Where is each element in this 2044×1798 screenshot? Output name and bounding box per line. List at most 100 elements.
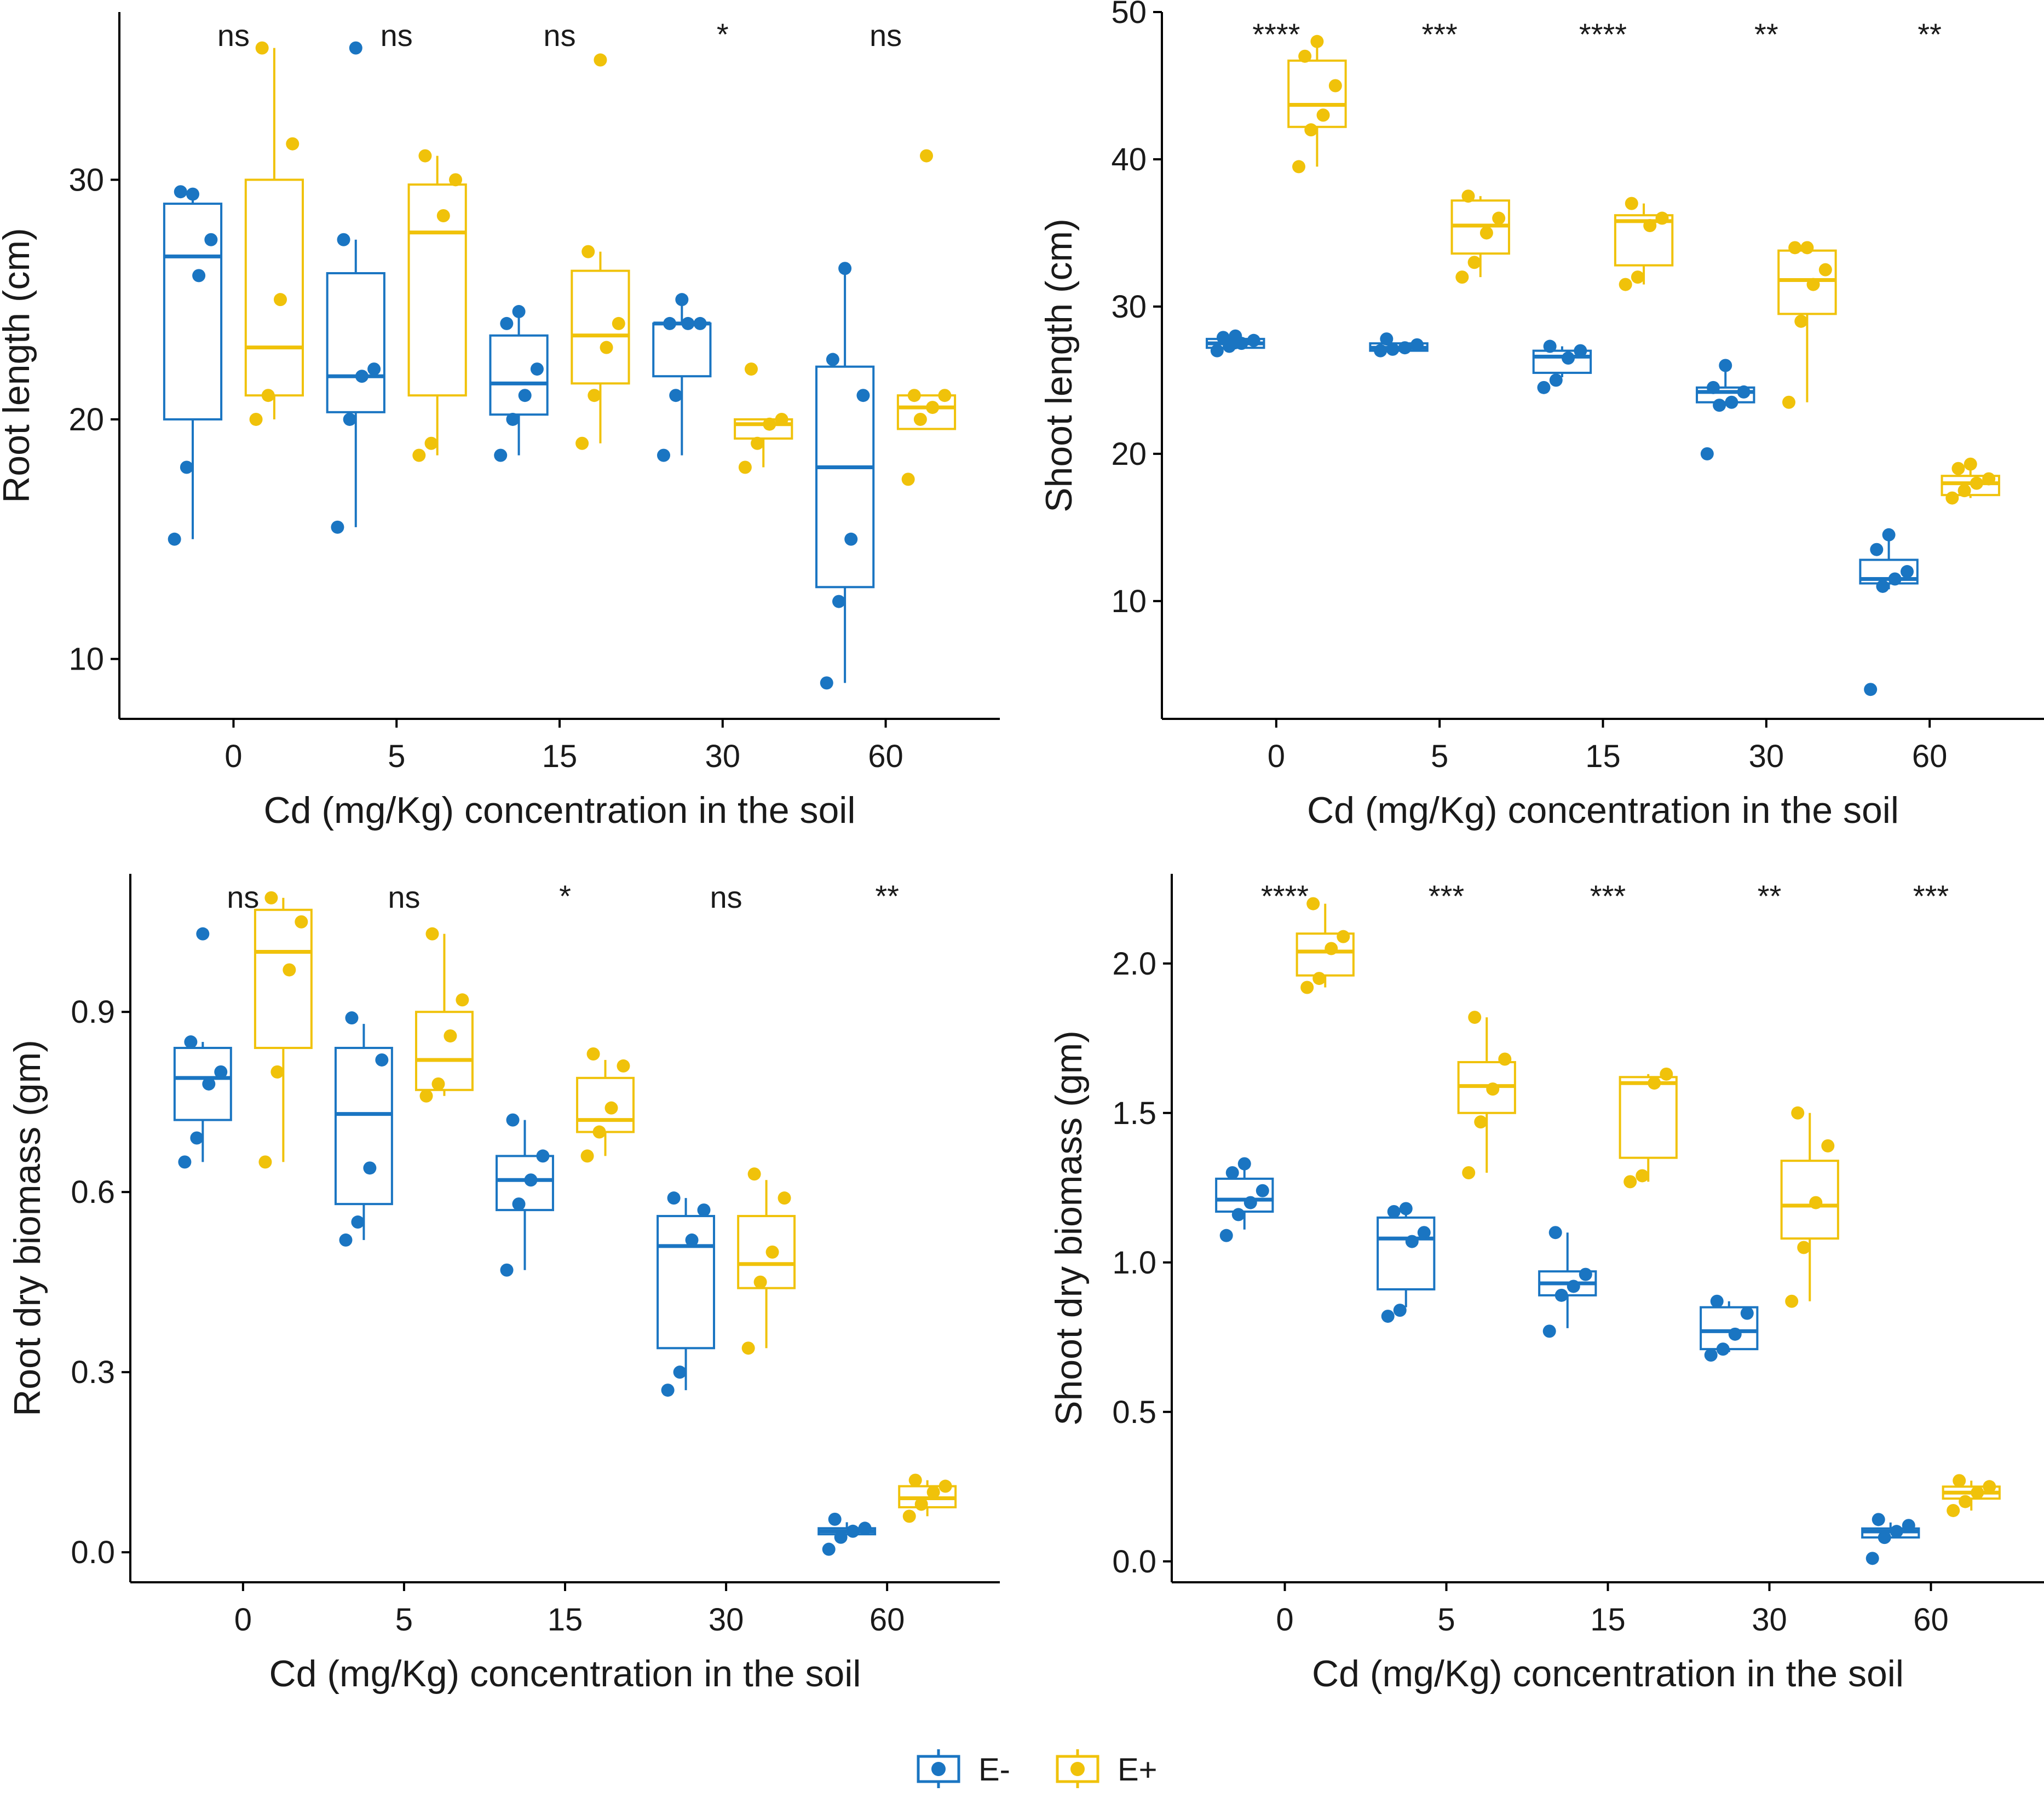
data-point xyxy=(512,305,526,319)
data-point xyxy=(1325,942,1338,955)
data-point xyxy=(604,1101,618,1115)
data-point xyxy=(1716,1342,1730,1356)
data-point xyxy=(1567,1280,1580,1293)
data-point xyxy=(1619,278,1632,291)
data-point xyxy=(657,448,670,462)
significance-label: ns xyxy=(227,880,259,914)
box-e-minus-15 xyxy=(496,1113,554,1277)
box-iqr xyxy=(1780,1160,1839,1240)
data-point xyxy=(741,1341,755,1355)
x-tick-label: 60 xyxy=(1913,1602,1949,1638)
data-point xyxy=(592,1125,606,1139)
data-point xyxy=(196,927,210,941)
x-axis-title: Cd (mg/Kg) concentration in the soil xyxy=(1312,1653,1904,1695)
legend-label-e-plus: E+ xyxy=(1118,1752,1158,1788)
legend-item-e-minus: E- xyxy=(917,1749,1010,1788)
data-point xyxy=(586,1047,600,1061)
x-tick-label: 5 xyxy=(1437,1602,1455,1638)
data-point xyxy=(494,448,508,462)
box-iqr xyxy=(326,272,385,413)
data-point xyxy=(261,389,275,402)
y-tick-label: 0.0 xyxy=(1112,1544,1156,1580)
data-point xyxy=(753,1275,767,1289)
data-point xyxy=(506,412,520,426)
box-iqr xyxy=(496,1155,554,1212)
box-e-minus-15 xyxy=(1538,1226,1597,1338)
data-point xyxy=(1791,1106,1805,1120)
data-point xyxy=(617,1059,630,1073)
significance-label: ns xyxy=(870,18,902,53)
data-point xyxy=(1562,351,1575,365)
data-point xyxy=(1461,189,1475,203)
box-iqr xyxy=(254,908,313,1050)
data-point xyxy=(1498,1052,1512,1066)
data-point xyxy=(286,137,300,151)
data-point xyxy=(926,401,940,414)
data-point xyxy=(1983,1480,1996,1494)
data-point xyxy=(331,520,344,534)
box-e-plus-60 xyxy=(898,1473,957,1523)
box-iqr xyxy=(489,334,549,416)
data-point xyxy=(190,1131,204,1145)
data-point xyxy=(1864,683,1878,696)
data-point xyxy=(1865,1552,1879,1565)
data-point xyxy=(902,1509,916,1523)
data-point xyxy=(744,362,758,376)
data-point xyxy=(425,927,439,941)
data-point xyxy=(1953,1474,1966,1488)
data-point xyxy=(1636,1169,1649,1183)
significance-label: ** xyxy=(875,879,899,913)
significance-label: ns xyxy=(381,18,413,53)
data-point xyxy=(747,1167,761,1181)
significance-label: **** xyxy=(1579,17,1627,51)
box-e-plus-15 xyxy=(576,1047,635,1163)
data-point xyxy=(663,316,677,330)
data-point xyxy=(1876,579,1890,593)
data-point xyxy=(367,362,381,376)
legend-item-e-plus: E+ xyxy=(1056,1749,1158,1788)
data-point xyxy=(283,963,296,977)
y-tick-label: 0.6 xyxy=(71,1174,115,1210)
box-iqr xyxy=(1859,558,1919,585)
data-point xyxy=(1725,395,1738,409)
data-point xyxy=(1306,897,1320,910)
y-tick-label: 1.0 xyxy=(1112,1245,1156,1281)
data-point xyxy=(184,1035,198,1049)
box-e-minus-5 xyxy=(326,41,385,534)
legend-key-e-minus-dot xyxy=(931,1762,946,1776)
data-point xyxy=(1304,123,1318,137)
data-point xyxy=(1806,278,1820,291)
data-point xyxy=(436,209,450,222)
data-point xyxy=(506,1113,520,1127)
data-point xyxy=(1298,49,1312,63)
data-point xyxy=(1945,491,1959,505)
data-point xyxy=(1797,1241,1811,1254)
data-point xyxy=(1479,226,1493,240)
data-point xyxy=(536,1149,550,1163)
box-e-plus-0 xyxy=(244,41,304,426)
data-point xyxy=(763,417,776,431)
data-point xyxy=(612,316,625,330)
box-e-minus-5 xyxy=(1377,1202,1436,1323)
data-point xyxy=(1492,211,1506,225)
data-point xyxy=(295,915,308,929)
legend-key-e-plus-dot xyxy=(1070,1762,1085,1776)
box-e-plus-15 xyxy=(1614,197,1674,291)
data-point xyxy=(1300,981,1314,994)
data-point xyxy=(1405,1235,1419,1248)
data-point xyxy=(1964,457,1977,471)
box-e-plus-60 xyxy=(1941,457,2000,505)
y-tick-label: 10 xyxy=(68,642,104,677)
data-point xyxy=(1800,241,1814,255)
data-point xyxy=(1706,381,1720,394)
data-point xyxy=(431,1077,445,1091)
box-iqr xyxy=(244,178,304,397)
data-point xyxy=(858,1522,872,1535)
data-point xyxy=(1818,263,1832,276)
data-point xyxy=(920,149,933,163)
significance-label: ns xyxy=(710,880,742,914)
data-point xyxy=(255,41,269,55)
data-point xyxy=(1631,270,1644,284)
